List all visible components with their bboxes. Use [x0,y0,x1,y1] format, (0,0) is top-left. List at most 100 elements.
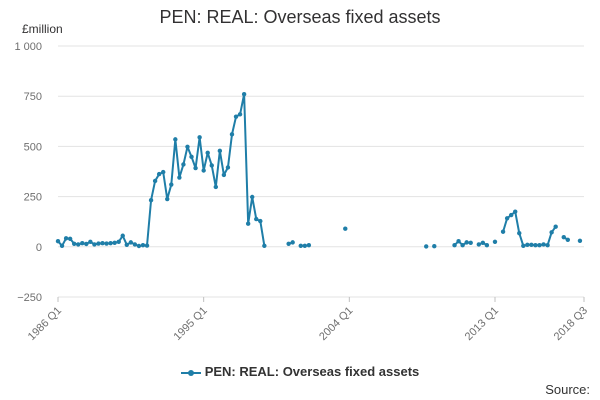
data-point[interactable] [460,242,465,248]
x-axis-ticks: 1986 Q1 1995 Q1 2004 Q1 2013 Q1 2018 Q3 [26,297,590,343]
data-point[interactable] [161,169,166,175]
data-point[interactable] [169,182,174,187]
data-point[interactable] [233,114,239,119]
x-tick-label: 2004 Q1 [317,305,355,343]
data-point[interactable] [456,238,461,244]
data-point[interactable] [189,154,194,160]
data-point[interactable] [128,240,134,245]
data-point[interactable] [258,218,263,224]
data-point[interactable] [553,224,558,229]
data-point[interactable] [577,238,583,243]
data-point[interactable] [237,112,243,117]
data-point[interactable] [152,178,158,184]
data-point[interactable] [262,243,267,248]
data-point[interactable] [306,242,312,248]
data-point[interactable] [464,240,469,245]
data-point[interactable] [424,244,429,249]
data-point[interactable] [96,241,101,246]
gridlines [58,45,584,298]
data-point[interactable] [452,242,457,248]
data-point[interactable] [165,196,170,202]
legend[interactable]: PEN: REAL: Overseas fixed assets [0,364,600,379]
data-point[interactable] [504,216,510,221]
data-point[interactable] [209,163,214,168]
data-point[interactable] [241,91,247,97]
data-point[interactable] [545,242,550,248]
data-point[interactable] [221,172,227,178]
data-point[interactable] [76,242,81,247]
data-point[interactable] [92,242,97,247]
data-point[interactable] [67,236,73,241]
data-point[interactable] [55,238,61,244]
data-point[interactable] [521,243,526,248]
data-point[interactable] [537,242,542,248]
data-point[interactable] [108,240,113,246]
data-point[interactable] [88,239,93,244]
data-point[interactable] [181,162,186,167]
data-point[interactable] [468,240,473,245]
data-point[interactable] [480,240,486,245]
data-point[interactable] [541,242,546,247]
data-point[interactable] [250,194,255,200]
y-tick-label: 1 000 [14,41,42,53]
data-point[interactable] [513,209,518,214]
data-point[interactable] [177,175,182,180]
data-point[interactable] [517,230,522,236]
data-point[interactable] [525,242,530,247]
data-point[interactable] [59,243,65,248]
y-axis-unit-label: £million [22,22,63,36]
data-point[interactable] [565,237,571,242]
data-point[interactable] [500,229,506,234]
data-point[interactable] [63,236,69,241]
data-point[interactable] [217,148,223,154]
data-point[interactable] [298,243,303,248]
data-point[interactable] [529,242,534,247]
data-point[interactable] [173,137,178,142]
y-tick-label: 500 [24,141,42,153]
data-point[interactable] [343,226,348,231]
data-point[interactable] [140,242,146,248]
data-point[interactable] [156,171,162,177]
series-line [57,93,569,247]
data-point[interactable] [132,242,138,247]
data-point[interactable] [508,212,514,218]
series-line-segment [57,93,266,247]
data-point[interactable] [533,242,538,248]
data-point[interactable] [100,240,105,246]
data-point[interactable] [549,230,554,235]
data-point[interactable] [286,241,291,246]
chart-title: PEN: REAL: Overseas fixed assets [159,7,441,27]
data-point[interactable] [476,242,481,247]
data-point[interactable] [254,216,259,222]
data-point[interactable] [124,242,129,247]
data-point[interactable] [136,243,142,249]
data-point[interactable] [484,242,490,248]
data-point[interactable] [561,234,566,240]
data-point[interactable] [213,184,218,190]
data-point[interactable] [290,240,295,245]
y-tick-label: 750 [24,91,42,103]
x-tick-label: 1986 Q1 [26,305,64,343]
data-point[interactable] [229,132,235,137]
data-point[interactable] [71,241,77,246]
data-point[interactable] [104,241,109,246]
data-point[interactable] [148,198,154,203]
y-axis-ticks: −250 0 250 500 750 1 000 [14,41,42,304]
data-point[interactable] [185,144,190,150]
data-point[interactable] [225,165,231,170]
data-point[interactable] [80,240,85,246]
data-point[interactable] [193,165,198,171]
data-point[interactable] [302,243,308,248]
data-point[interactable] [205,150,210,156]
data-point[interactable] [197,135,202,140]
data-point[interactable] [245,221,251,226]
data-point[interactable] [144,243,150,248]
data-point[interactable] [116,239,121,244]
data-point[interactable] [84,241,89,247]
data-point[interactable] [112,240,117,245]
data-point[interactable] [492,239,498,244]
data-point[interactable] [201,168,206,173]
data-point[interactable] [120,233,125,238]
y-tick-label: 250 [24,192,42,204]
data-point[interactable] [432,243,437,249]
